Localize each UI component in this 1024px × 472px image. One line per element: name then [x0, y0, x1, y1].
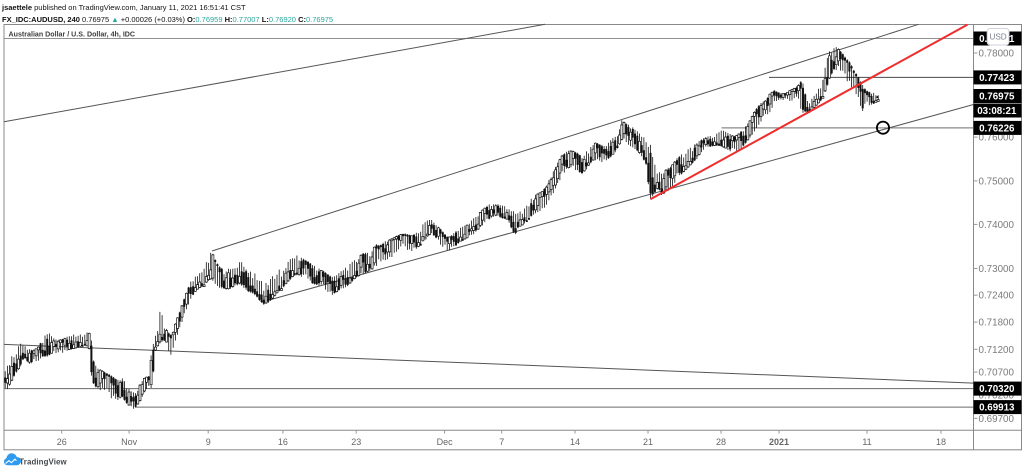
svg-text:28: 28	[716, 437, 726, 447]
svg-text:0.74000: 0.74000	[979, 220, 1015, 231]
svg-text:USD: USD	[989, 33, 1006, 42]
svg-text:0.69913: 0.69913	[979, 403, 1015, 414]
svg-text:0.70200: 0.70200	[979, 391, 1015, 402]
svg-text:14: 14	[570, 437, 580, 447]
svg-text:16: 16	[278, 437, 288, 447]
svg-text:TradingView: TradingView	[19, 458, 67, 467]
svg-text:0.76226: 0.76226	[979, 123, 1015, 134]
svg-text:0.78000: 0.78000	[979, 49, 1015, 60]
svg-text:0.73000: 0.73000	[979, 264, 1015, 275]
svg-text:Australian Dollar / U.S. Dolla: Australian Dollar / U.S. Dollar, 4h, IDC	[9, 31, 136, 39]
svg-text:0.70320: 0.70320	[979, 384, 1015, 395]
svg-text:Nov: Nov	[121, 437, 138, 447]
svg-text:23: 23	[351, 437, 361, 447]
svg-text:9: 9	[206, 437, 211, 447]
svg-text:18: 18	[936, 437, 946, 447]
svg-text:0.71200: 0.71200	[979, 345, 1015, 356]
svg-text:0.76975: 0.76975	[979, 92, 1015, 103]
svg-text:0.75000: 0.75000	[979, 176, 1015, 187]
svg-text:7: 7	[499, 437, 504, 447]
svg-text:21: 21	[643, 437, 653, 447]
svg-text:0.72400: 0.72400	[979, 291, 1015, 302]
svg-text:Dec: Dec	[437, 437, 454, 447]
svg-text:0.69700: 0.69700	[979, 414, 1015, 425]
svg-text:0.71800: 0.71800	[979, 318, 1015, 329]
svg-text:0.70700: 0.70700	[979, 368, 1015, 379]
svg-text:11: 11	[862, 437, 871, 447]
svg-text:0.76000: 0.76000	[979, 133, 1015, 144]
svg-text:26: 26	[57, 437, 67, 447]
svg-text:2021: 2021	[769, 437, 789, 447]
svg-text:03:08:21: 03:08:21	[977, 106, 1017, 117]
svg-text:0.77423: 0.77423	[979, 73, 1015, 84]
